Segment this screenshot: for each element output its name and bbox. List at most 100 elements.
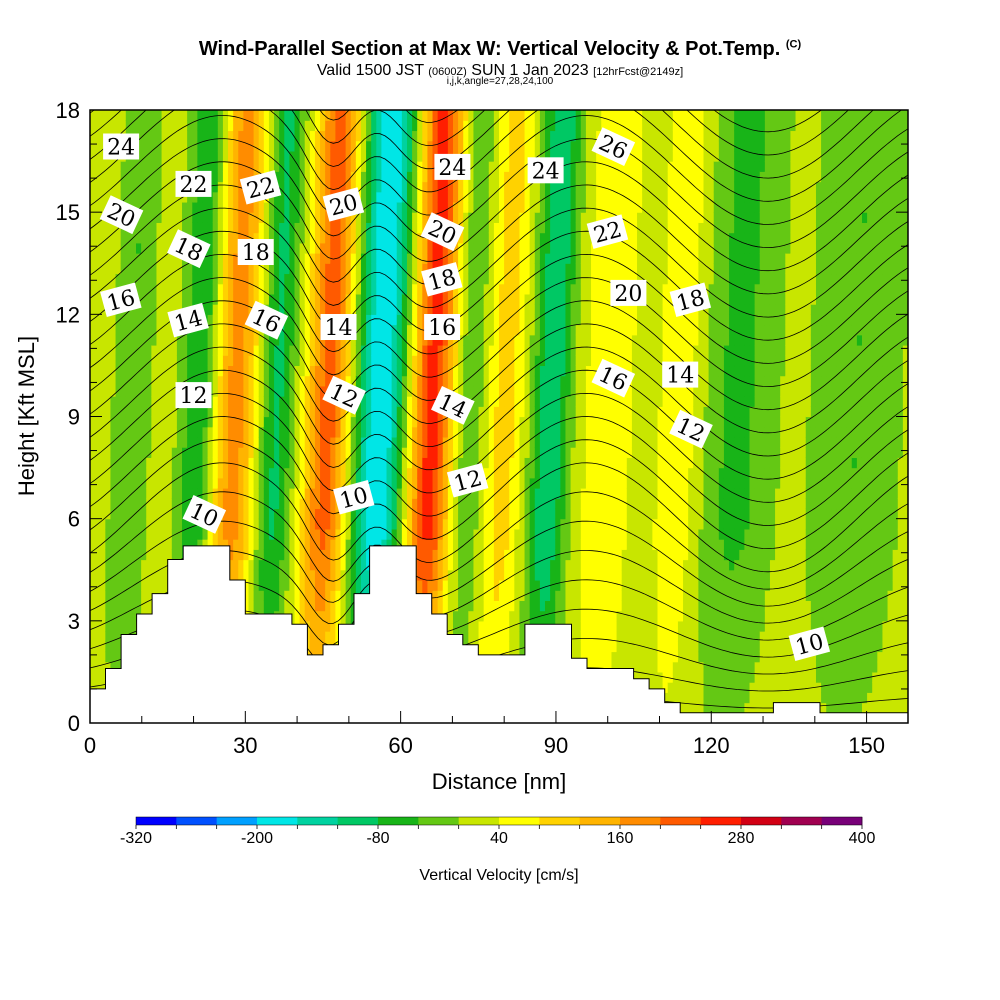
velocity-cell [493,212,500,223]
velocity-cell [228,539,234,550]
velocity-cell [253,110,260,121]
velocity-cell [90,365,96,377]
velocity-cell [376,263,383,275]
velocity-cell [412,518,418,530]
velocity-cell [130,161,137,172]
velocity-cell [499,293,505,305]
velocity-cell [360,334,367,346]
velocity-cell [314,140,321,152]
velocity-cell [478,314,485,326]
velocity-cell [386,273,393,285]
velocity-cell [401,304,408,315]
velocity-cell [504,273,510,285]
velocity-cell [100,590,106,601]
velocity-cell [161,539,168,550]
velocity-cell [289,569,296,581]
velocity-cell [289,457,296,469]
velocity-cell [468,161,475,172]
velocity-cell [182,344,188,356]
velocity-cell [371,355,377,367]
velocity-cell [299,314,306,326]
velocity-cell [422,120,429,132]
velocity-cell [141,242,147,254]
velocity-cell [509,161,515,172]
velocity-cell [447,212,454,223]
velocity-cell [141,375,147,387]
velocity-cell [427,355,434,367]
velocity-cell [187,426,193,438]
velocity-cell [381,436,388,448]
velocity-cell [335,171,342,183]
velocity-cell [309,447,316,458]
velocity-cell [493,130,500,142]
velocity-cell [136,539,142,550]
velocity-cell [222,518,229,530]
velocity-cell [427,120,434,132]
velocity-cell [202,488,209,499]
velocity-cell [222,232,229,244]
velocity-cell [350,171,357,183]
velocity-cell [253,457,260,469]
velocity-cell [427,293,434,305]
velocity-cell [176,344,183,356]
velocity-cell [217,355,224,367]
velocity-cell [258,150,265,162]
velocity-cell [141,355,147,367]
velocity-cell [207,201,214,213]
velocity-cell [187,416,193,428]
velocity-cell [391,253,398,264]
velocity-cell [90,528,96,540]
velocity-cell [304,181,311,193]
velocity-cell [100,171,106,183]
velocity-cell [360,344,367,356]
velocity-cell [468,130,475,142]
velocity-cell [176,365,183,377]
velocity-cell [504,488,510,499]
velocity-cell [110,232,117,244]
velocity-cell [171,436,178,448]
velocity-cell [125,467,132,479]
velocity-cell [212,467,219,479]
velocity-cell [391,447,398,458]
velocity-cell [279,191,285,203]
velocity-cell [268,457,275,469]
velocity-cell [314,161,321,172]
velocity-cell [161,314,168,326]
velocity-cell [125,447,132,458]
velocity-cell [463,416,469,428]
velocity-cell [447,181,454,193]
velocity-cell [284,600,290,612]
velocity-cell [463,579,469,591]
velocity-cell [238,212,244,223]
velocity-cell [483,130,490,142]
velocity-cell [350,161,357,172]
velocity-cell [289,590,296,601]
velocity-cell [141,396,147,407]
velocity-cell [345,436,352,448]
velocity-cell [360,539,367,550]
velocity-cell [447,140,454,152]
velocity-cell [95,344,101,356]
velocity-cell [493,273,500,285]
velocity-cell [509,232,515,244]
velocity-cell [381,508,388,520]
velocity-cell [417,191,423,203]
velocity-cell [125,620,132,632]
velocity-cell [274,447,280,458]
velocity-cell [166,253,173,264]
velocity-cell [504,528,510,540]
velocity-cell [401,324,408,336]
velocity-cell [136,344,142,356]
velocity-cell [299,508,306,520]
velocity-cell [381,150,388,162]
velocity-cell [207,375,214,387]
velocity-cell [412,201,418,213]
velocity-cell [95,355,101,367]
velocity-cell [488,324,495,336]
velocity-cell [514,631,521,642]
velocity-cell [100,436,106,448]
velocity-cell [396,181,403,193]
velocity-cell [222,171,229,183]
velocity-cell [330,528,336,540]
